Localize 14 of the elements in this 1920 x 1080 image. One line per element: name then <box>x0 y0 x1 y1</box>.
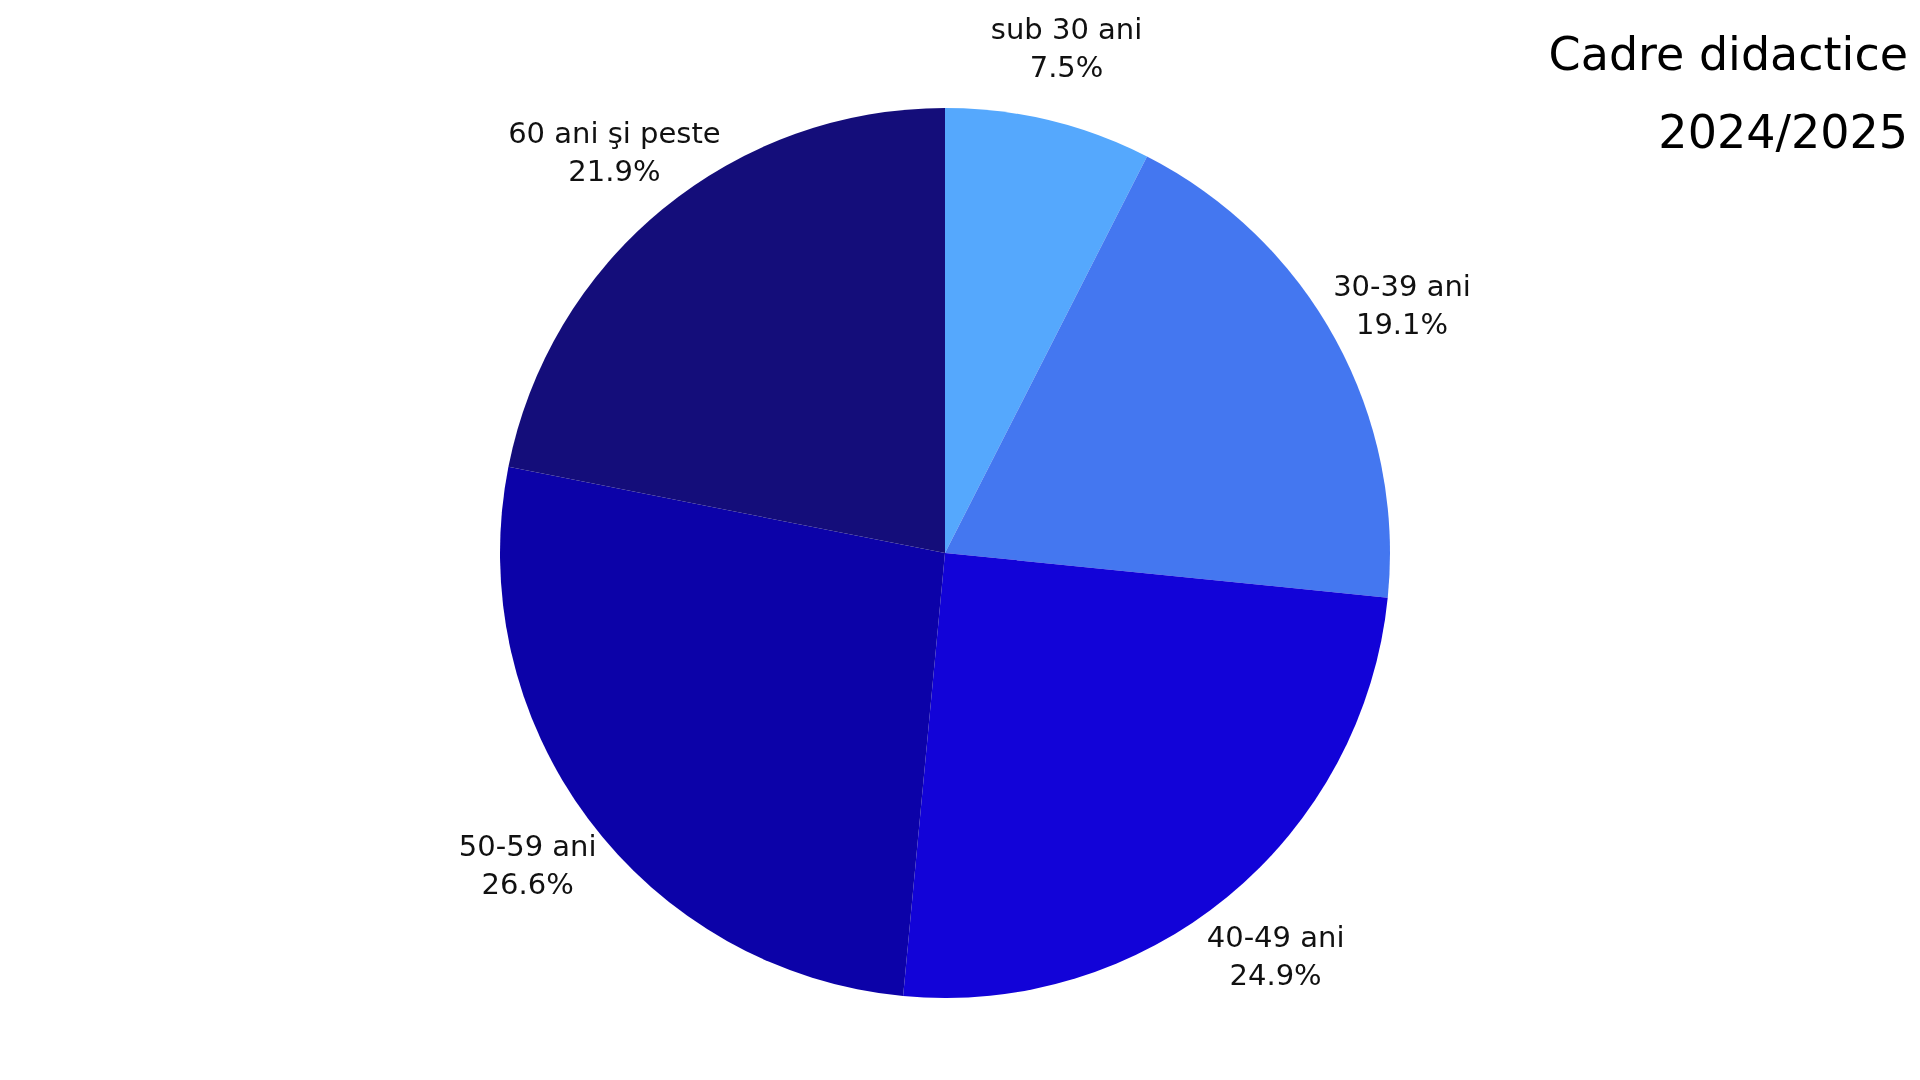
data-label: 21.9% <box>568 153 661 188</box>
slice-label: 30-39 ani <box>1333 268 1471 303</box>
pie-slice <box>945 108 1148 553</box>
data-label: 26.6% <box>481 867 574 902</box>
slice-label: 50-59 ani <box>458 829 597 864</box>
slice-label: sub 30 ani <box>990 11 1143 46</box>
data-label: 19.1% <box>1355 306 1449 341</box>
pie-slice <box>508 108 945 553</box>
slice-label: 40-49 ani <box>1206 920 1345 955</box>
data-label: 24.9% <box>1229 958 1322 993</box>
pie-slice <box>903 553 1388 998</box>
data-label: 7.5% <box>1029 49 1104 84</box>
slice-label: 60 ani şi peste <box>508 115 721 150</box>
text: Cadre didactice 2024/2025 <box>1548 27 1908 159</box>
